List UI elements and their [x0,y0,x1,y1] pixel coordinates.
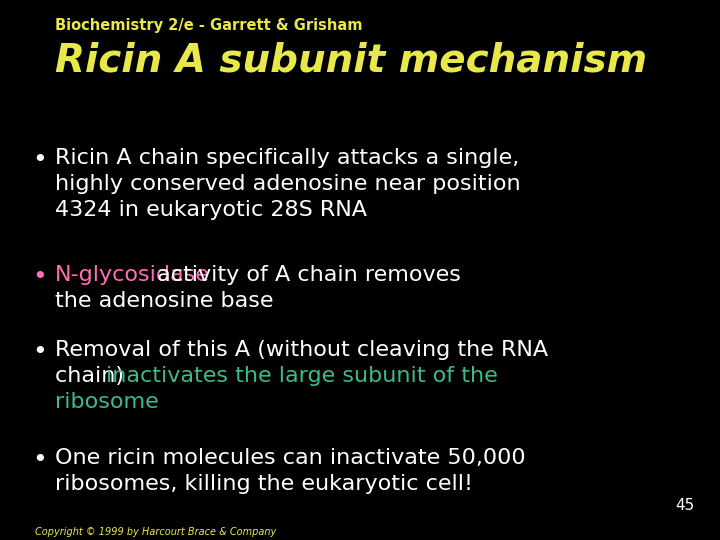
Text: One ricin molecules can inactivate 50,000: One ricin molecules can inactivate 50,00… [55,448,526,468]
Text: ribosomes, killing the eukaryotic cell!: ribosomes, killing the eukaryotic cell! [55,474,473,494]
Text: the adenosine base: the adenosine base [55,291,274,311]
Text: highly conserved adenosine near position: highly conserved adenosine near position [55,174,521,194]
Text: inactivates the large subunit of the: inactivates the large subunit of the [106,366,498,386]
Text: •: • [32,340,47,364]
Text: Biochemistry 2/e - Garrett & Grisham: Biochemistry 2/e - Garrett & Grisham [55,18,362,33]
Text: Ricin A subunit mechanism: Ricin A subunit mechanism [55,42,647,80]
Text: 45: 45 [676,498,695,513]
Text: activity of A chain removes: activity of A chain removes [150,265,461,285]
Text: •: • [32,148,47,172]
Text: Copyright © 1999 by Harcourt Brace & Company: Copyright © 1999 by Harcourt Brace & Com… [35,527,276,537]
Text: Removal of this A (without cleaving the RNA: Removal of this A (without cleaving the … [55,340,548,360]
Text: ribosome: ribosome [55,392,158,412]
Text: Ricin A chain specifically attacks a single,: Ricin A chain specifically attacks a sin… [55,148,519,168]
Text: chain): chain) [55,366,131,386]
Text: 4324 in eukaryotic 28S RNA: 4324 in eukaryotic 28S RNA [55,200,367,220]
Text: •: • [32,265,47,289]
Text: •: • [32,448,47,472]
Text: N-glycosidase: N-glycosidase [55,265,210,285]
